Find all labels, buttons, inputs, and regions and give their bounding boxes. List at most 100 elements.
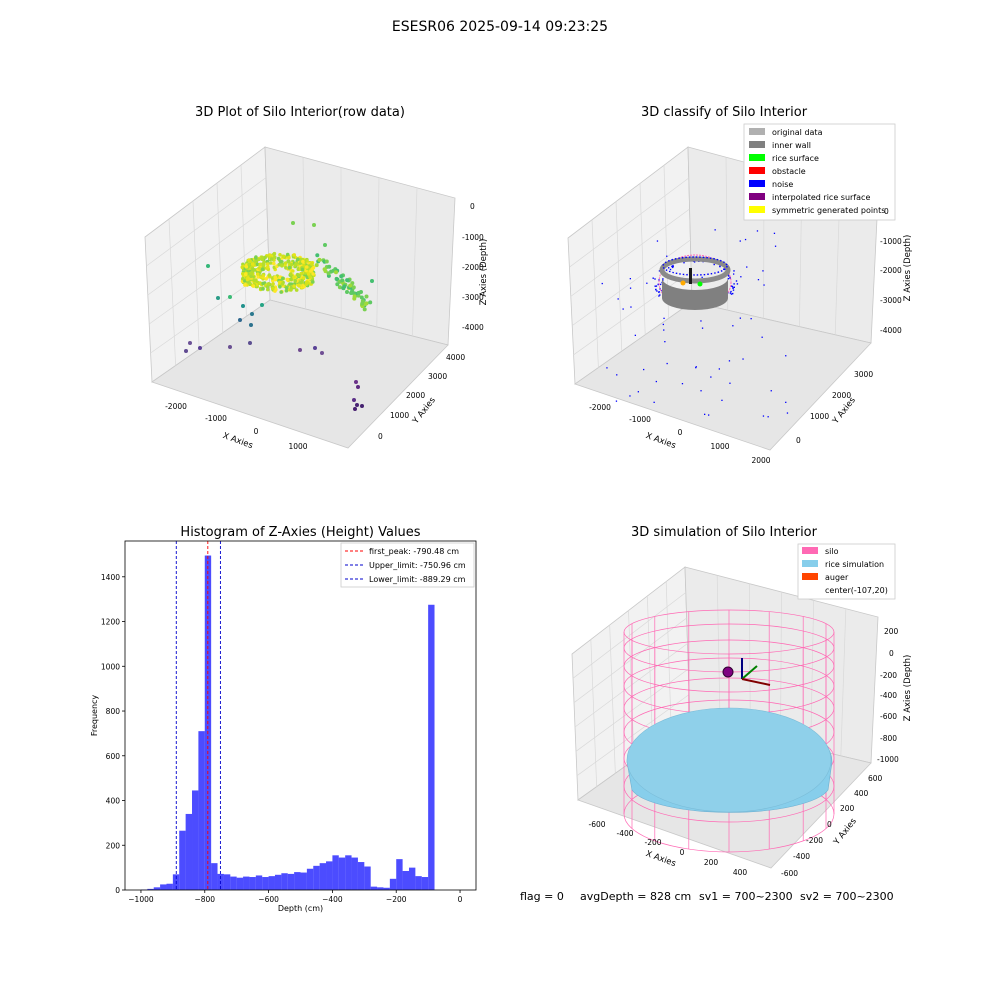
y-tick-label: 600 <box>106 752 121 761</box>
classify-floor-pane <box>574 301 872 451</box>
y-tick-label: 1400 <box>101 573 120 582</box>
noise-point <box>664 341 666 343</box>
noise-point <box>732 289 735 291</box>
noise-point <box>732 325 734 327</box>
raw-point <box>313 346 317 350</box>
raw-xtick-0: -2000 <box>165 402 187 411</box>
classify-3d-panel: 3D classify of Silo Interior original da… <box>567 105 913 465</box>
y-tick-label: 400 <box>106 797 121 806</box>
y-tick-label: 1200 <box>101 618 120 627</box>
raw-point <box>188 341 192 345</box>
raw-point <box>280 282 285 286</box>
noise-point <box>731 285 734 288</box>
histogram-bar <box>408 867 416 890</box>
auger-axis-y <box>741 665 758 680</box>
raw-point <box>243 283 247 287</box>
histogram-bar <box>287 873 295 890</box>
noise-point <box>657 283 659 286</box>
sim-ytick-6: 600 <box>868 774 883 783</box>
legend-label: rice simulation <box>825 560 884 569</box>
noise-point <box>736 283 739 285</box>
raw-point <box>287 265 292 270</box>
noise-point <box>761 336 763 338</box>
noise-point <box>653 401 655 403</box>
raw-point <box>334 276 339 281</box>
raw-point <box>342 284 347 289</box>
histogram-bar <box>223 874 231 890</box>
sim-ytick-1: -400 <box>793 852 810 861</box>
noise-point <box>721 399 723 401</box>
histogram-bar <box>364 866 371 890</box>
raw-point <box>265 262 270 266</box>
legend-label: Upper_limit: -750.96 cm <box>369 561 466 570</box>
histogram-x-ticks: −1000 −800 −600 −400 −200 0 <box>128 890 463 904</box>
raw-ztick-4: -4000 <box>462 323 484 332</box>
histogram-bar <box>147 888 154 890</box>
raw-point <box>310 267 315 271</box>
noise-point <box>663 317 665 319</box>
legend-label: Lower_limit: -889.29 cm <box>369 575 466 584</box>
raw-point <box>198 346 202 350</box>
histogram-bar <box>179 830 186 890</box>
raw-point <box>292 253 297 257</box>
raw-point <box>258 281 263 285</box>
raw-point <box>273 275 278 280</box>
raw-point <box>305 281 310 285</box>
noise-point <box>672 265 674 268</box>
gridline <box>168 218 176 366</box>
raw-point-cloud <box>184 221 374 411</box>
raw-point <box>315 253 320 258</box>
raw-point <box>249 323 253 327</box>
noise-point <box>733 283 735 285</box>
noise-point <box>643 368 645 371</box>
status-avg-depth: avgDepth = 828 cm <box>580 890 691 903</box>
histogram-bar <box>345 855 352 890</box>
raw-point <box>314 263 319 268</box>
noise-point <box>615 400 618 402</box>
noise-point <box>740 276 742 278</box>
legend-label: first_peak: -790.48 cm <box>369 547 459 556</box>
raw-point <box>281 276 285 281</box>
noise-point <box>770 390 772 392</box>
histogram-bar <box>160 884 167 890</box>
raw-ytick-0: 0 <box>378 432 383 441</box>
histogram-bar <box>326 861 333 890</box>
raw-point <box>356 290 361 295</box>
raw-point <box>266 282 271 286</box>
classify-xtick-3: 1000 <box>710 442 729 451</box>
noise-point <box>629 395 631 397</box>
raw-point <box>252 268 256 272</box>
classify-legend: original data inner wall rice surface obsta… <box>749 128 885 215</box>
raw-point <box>250 262 255 266</box>
histogram-bar <box>166 883 173 890</box>
raw-point <box>272 261 276 266</box>
raw-point <box>278 285 282 289</box>
raw-xtick-3: 1000 <box>288 442 307 451</box>
legend-swatch <box>749 167 765 174</box>
noise-point <box>732 287 734 289</box>
sim-xtick-1: -400 <box>616 829 633 838</box>
sim-ztick-5: -800 <box>880 734 897 743</box>
raw-point <box>317 257 322 262</box>
raw-point <box>294 261 299 266</box>
histogram-xlabel: Depth (cm) <box>278 904 323 913</box>
classify-rice-surface-marker <box>697 281 703 287</box>
noise-point <box>671 265 673 268</box>
sim-zlabel: Z Axies (Depth) <box>903 655 913 722</box>
raw-point <box>248 341 252 345</box>
raw-point <box>280 264 284 268</box>
noise-point <box>757 279 760 281</box>
classify-xtick-2: 0 <box>678 428 683 437</box>
raw-point <box>261 274 265 278</box>
sim-ytick-2: -200 <box>806 836 823 845</box>
legend-label: auger <box>825 573 849 582</box>
raw-point <box>308 275 312 279</box>
histogram-bar <box>236 877 244 890</box>
noise-point <box>723 268 725 270</box>
noise-point <box>762 270 764 272</box>
legend-label: original data <box>772 128 823 137</box>
raw-point <box>352 294 357 299</box>
raw-point <box>246 276 250 280</box>
raw-point <box>238 318 242 322</box>
